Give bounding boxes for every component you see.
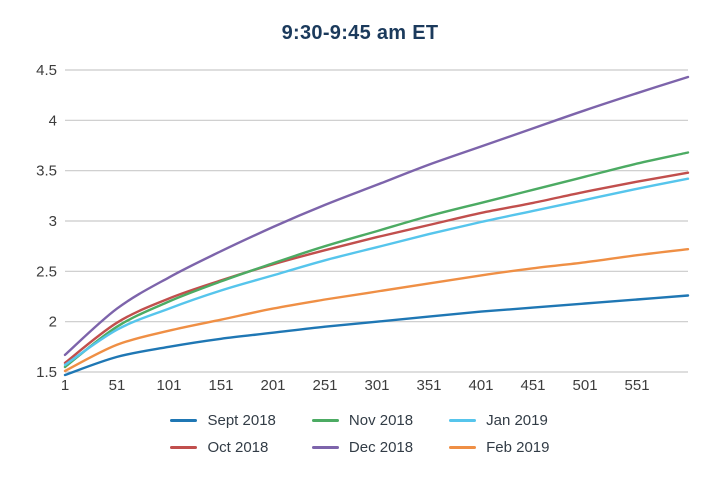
- legend-label: Jan 2019: [486, 411, 548, 429]
- chart-legend: Sept 2018 Oct 2018 Nov 2018 Dec 2018 Jan 201…: [0, 410, 720, 457]
- legend-swatch-jan-2019: [449, 418, 477, 422]
- legend-item-nov-2018: Nov 2018: [311, 410, 414, 430]
- x-axis-tick-label: 101: [156, 377, 181, 394]
- legend-swatch-dec-2018: [311, 445, 339, 449]
- legend-column: Sept 2018 Oct 2018: [170, 410, 276, 457]
- x-axis-tick-label: 1: [61, 377, 69, 394]
- series-line-nov-2018: [63, 151, 690, 369]
- x-axis-tick-label: 51: [109, 377, 126, 394]
- y-axis-tick-label: 4: [49, 112, 57, 129]
- x-axis-tick-label: 401: [469, 377, 494, 394]
- x-axis-tick-label: 451: [521, 377, 546, 394]
- legend-item-feb-2019: Feb 2019: [449, 437, 550, 457]
- series-line-oct-2018: [63, 171, 690, 365]
- legend-item-oct-2018: Oct 2018: [170, 437, 275, 457]
- x-axis-tick-label: 251: [313, 377, 338, 394]
- series-line-feb-2019: [63, 248, 690, 373]
- legend-swatch-sept-2018: [170, 418, 198, 422]
- legend-swatch-feb-2019: [449, 445, 477, 449]
- series-line-jan-2019: [63, 177, 690, 367]
- line-chart-plot: 1.522.533.544.51 51 101 151 201 251 301 351 401 4…: [36, 62, 690, 394]
- legend-item-sept-2018: Sept 2018: [170, 410, 276, 430]
- x-axis-tick-label: 151: [208, 377, 233, 394]
- y-axis-tick-label: 4.5: [36, 62, 57, 79]
- legend-label: Feb 2019: [486, 438, 550, 456]
- x-axis-tick-label: 551: [625, 377, 650, 394]
- legend-label: Oct 2018: [207, 438, 269, 456]
- y-axis-tick-label: 2.5: [36, 263, 57, 280]
- legend-label: Dec 2018: [348, 438, 414, 456]
- y-axis-tick-label: 1.5: [36, 364, 57, 381]
- y-axis-tick-label: 2: [49, 314, 57, 331]
- series-line-sept-2018: [63, 294, 690, 377]
- x-axis-tick-label: 201: [260, 377, 285, 394]
- legend-item-jan-2019: Jan 2019: [449, 410, 549, 430]
- legend-item-dec-2018: Dec 2018: [311, 437, 414, 457]
- legend-column: Jan 2019 Feb 2019: [449, 410, 550, 457]
- x-axis-tick-label: 501: [573, 377, 598, 394]
- legend-swatch-oct-2018: [170, 445, 198, 449]
- x-axis-tick-label: 351: [417, 377, 442, 394]
- legend-column: Nov 2018 Dec 2018: [311, 410, 414, 457]
- legend-label: Nov 2018: [348, 411, 414, 429]
- chart-title: 9:30-9:45 am ET: [281, 22, 439, 44]
- series-line-dec-2018: [63, 75, 690, 357]
- y-axis-tick-label: 3.5: [36, 163, 57, 180]
- x-axis-tick-label: 301: [365, 377, 390, 394]
- legend-swatch-nov-2018: [311, 418, 339, 422]
- legend-label: Sept 2018: [207, 411, 276, 429]
- y-axis-tick-label: 3: [49, 213, 57, 230]
